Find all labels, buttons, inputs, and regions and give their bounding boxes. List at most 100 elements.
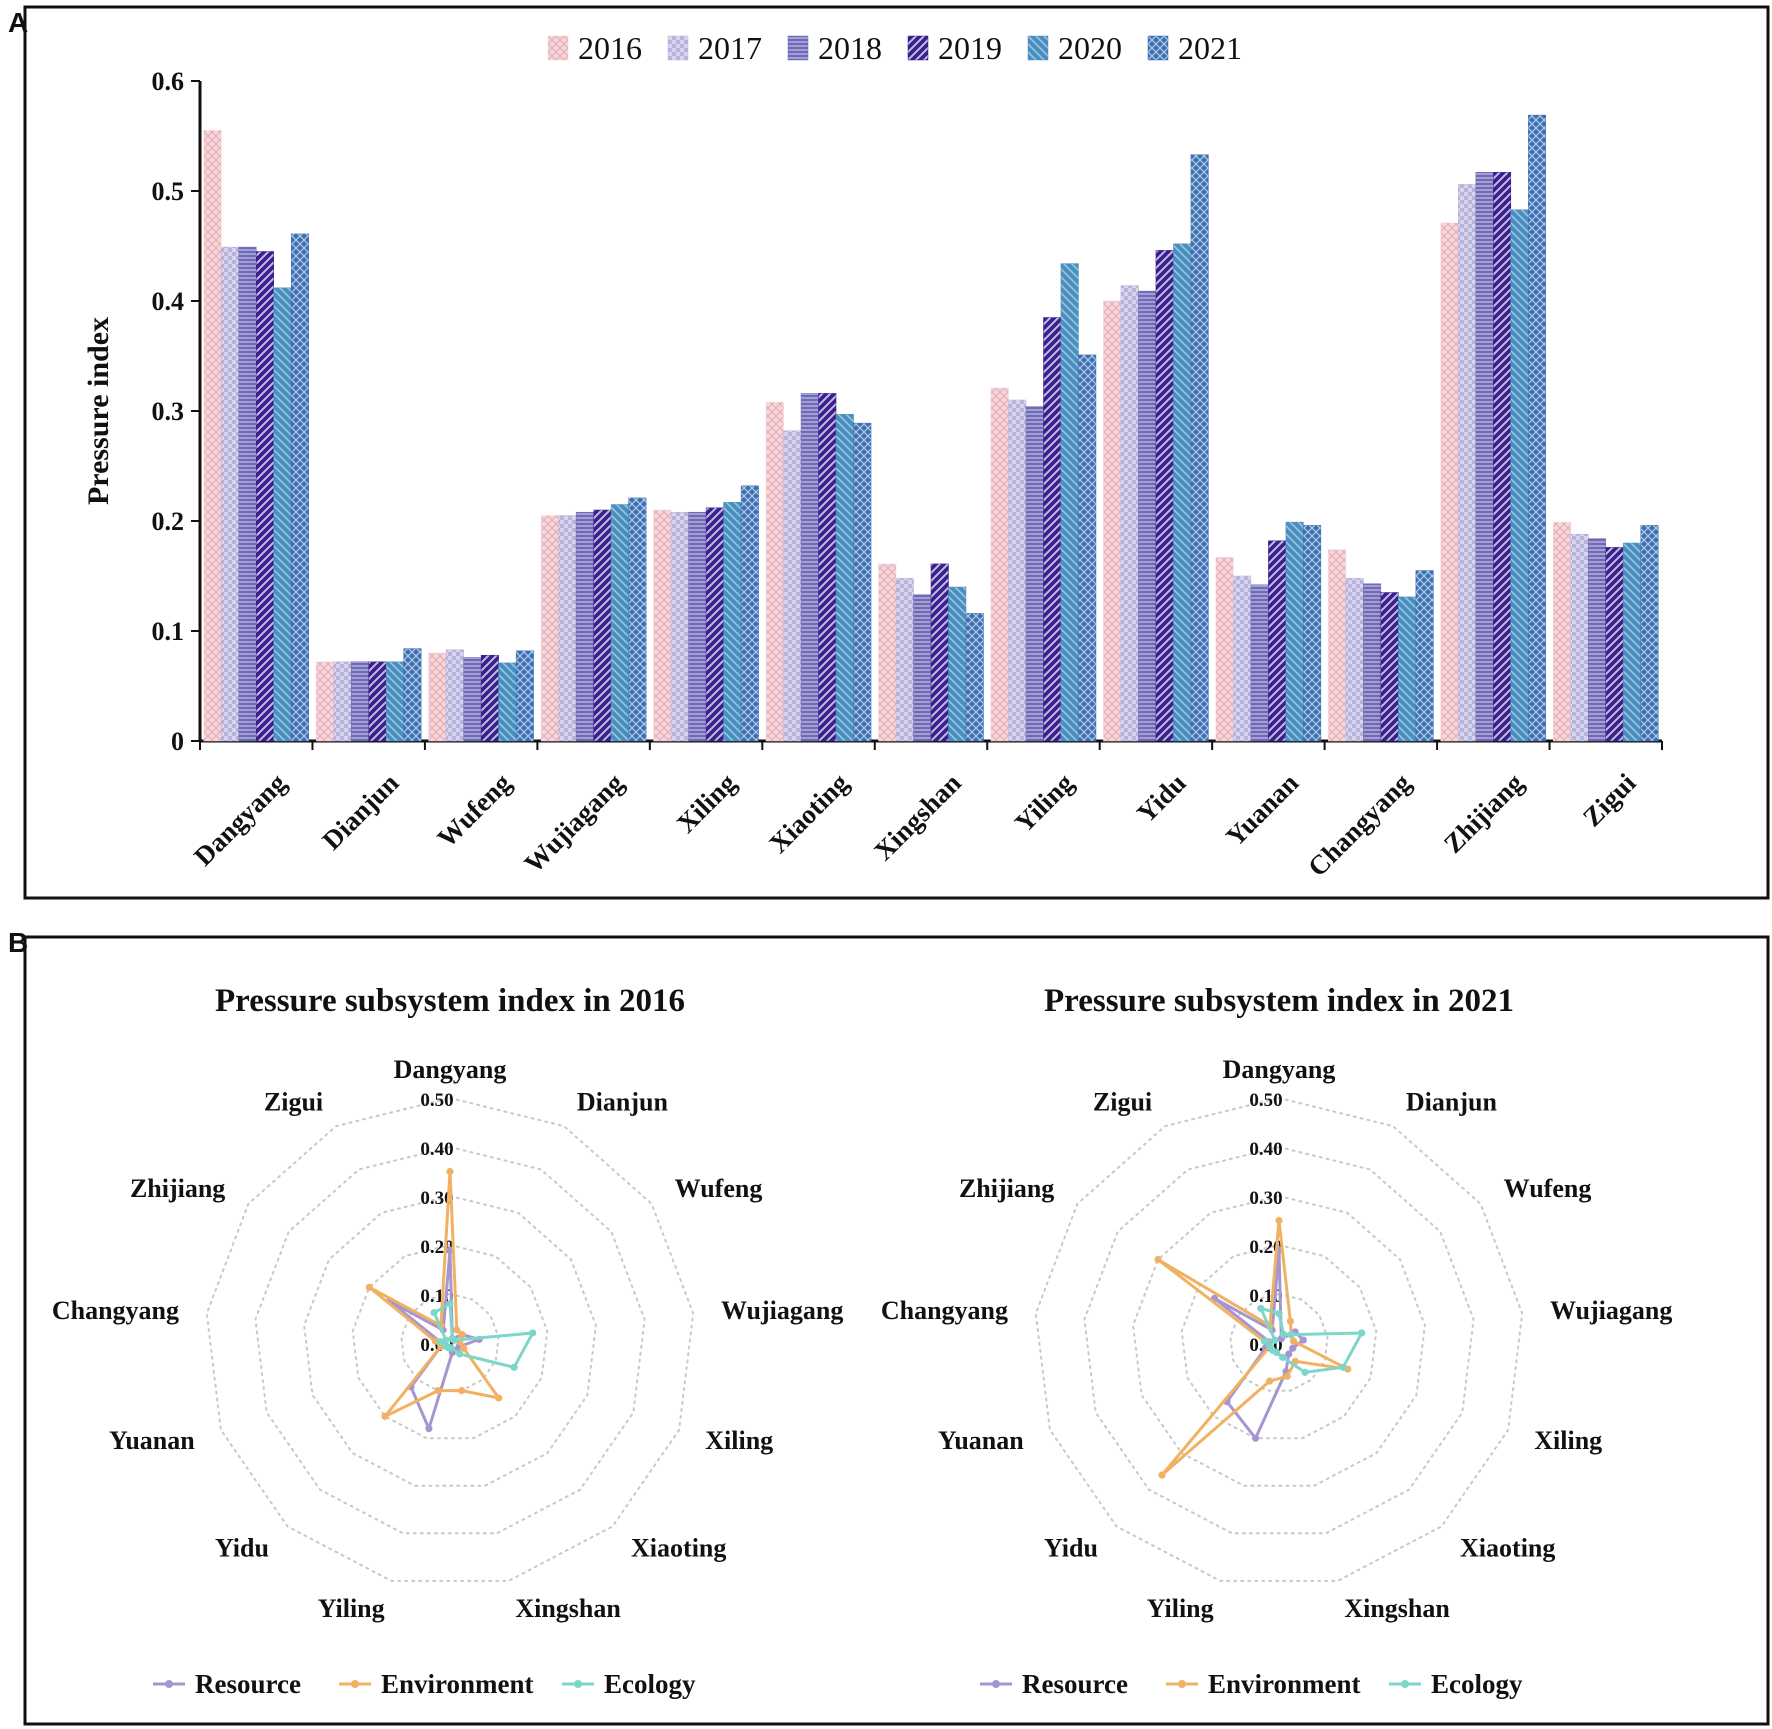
radar-axis-label-wujiagang: Wujiagang: [721, 1296, 843, 1325]
radar-axis-label-yiling: Yiling: [1147, 1594, 1214, 1623]
bar-wujiagang-2018: [575, 511, 594, 742]
radar-point-ecology-wujiagang: [529, 1329, 537, 1337]
bar-dianjun-2018: [350, 661, 369, 742]
radar-point-resource-xiling: [1289, 1344, 1297, 1352]
bar-yidu-2017: [1120, 285, 1139, 742]
bar-yiling-2021: [1078, 354, 1097, 742]
x-tick-label-yidu: Yidu: [1131, 768, 1192, 829]
legend-label-2016: 2016: [578, 30, 642, 66]
radar-point-environment-yidu: [1158, 1471, 1166, 1479]
radar-axis-label-yuanan: Yuanan: [938, 1426, 1024, 1455]
bar-zigui-2019: [1605, 547, 1624, 742]
radar-tick-label: 0.40: [1249, 1139, 1282, 1160]
radar-point-ecology-dianjun: [1279, 1330, 1288, 1338]
bar-xiaoting-2017: [783, 430, 802, 742]
bar-xingshan-2017: [895, 577, 914, 742]
radar-point-environment-yiling: [434, 1386, 442, 1395]
panel-b-frame: [23, 935, 1770, 1726]
radar-tick-label: 0.50: [420, 1090, 453, 1111]
radar-axis-label-xiling: Xiling: [705, 1426, 773, 1455]
y-tick-label: 0.6: [152, 67, 185, 96]
bar-dangyang-2019: [255, 251, 274, 742]
bar-dangyang-2020: [273, 287, 292, 742]
radar-legend-marker-resource: [992, 1680, 1000, 1688]
bar-xiling-2020: [723, 502, 742, 742]
radar-axis-label-changyang: Changyang: [881, 1296, 1008, 1325]
radar-axis-label-yuanan: Yuanan: [109, 1426, 195, 1455]
radar-legend-marker-ecology: [1401, 1680, 1409, 1688]
bar-xingshan-2019: [930, 563, 949, 742]
radar-axis-label-wufeng: Wufeng: [1504, 1174, 1592, 1203]
bar-yiling-2020: [1060, 263, 1079, 742]
bar-changyang-2017: [1345, 577, 1364, 742]
radar-axis-label-xingshan: Xingshan: [1344, 1594, 1450, 1623]
radar-point-ecology-wufeng: [1287, 1331, 1295, 1339]
radar-legend-marker-ecology: [574, 1680, 582, 1688]
y-tick-label: 0.1: [152, 617, 185, 646]
bar-wufeng-2019: [480, 654, 499, 742]
radar-tick-label: 0.20: [1249, 1237, 1282, 1258]
bar-yuanan-2020: [1285, 521, 1304, 742]
radar-chart-2021: Pressure subsystem index in 20210.000.10…: [881, 983, 1673, 1699]
radar-title: Pressure subsystem index in 2021: [1044, 983, 1514, 1019]
bar-xiling-2019: [705, 507, 724, 742]
bar-dangyang-2016: [203, 130, 222, 742]
radar-legend-marker-resource: [165, 1680, 173, 1688]
radar-axis-label-yidu: Yidu: [215, 1533, 269, 1562]
y-tick-label: 0.5: [152, 177, 185, 206]
bar-wufeng-2018: [463, 657, 482, 742]
bar-yidu-2019: [1155, 250, 1174, 742]
x-tick-label-zhijiang: Zhijiang: [1438, 767, 1530, 859]
radar-chart-2016: Pressure subsystem index in 20160.000.10…: [52, 983, 844, 1699]
y-tick-label: 0.3: [152, 397, 185, 426]
x-tick-label-dangyang: Dangyang: [188, 767, 292, 871]
bar-wujiagang-2017: [558, 515, 577, 742]
bar-yidu-2016: [1103, 300, 1122, 742]
radar-point-environment-dianjun: [453, 1326, 461, 1334]
bar-zigui-2017: [1570, 533, 1589, 742]
radar-tick-label: 0.50: [1249, 1090, 1282, 1111]
bar-dianjun-2017: [333, 661, 352, 742]
bar-changyang-2020: [1398, 596, 1417, 742]
x-tick-label-dianjun: Dianjun: [316, 768, 404, 856]
radar-point-ecology-xiling: [1339, 1363, 1347, 1371]
bar-yidu-2020: [1173, 243, 1192, 742]
legend-swatch-2020: [1027, 35, 1049, 61]
bar-yuanan-2021: [1303, 525, 1322, 742]
radar-axis-label-dianjun: Dianjun: [577, 1087, 669, 1116]
bar-zhijiang-2020: [1510, 209, 1529, 742]
legend-label-2019: 2019: [938, 30, 1002, 66]
legend-label-2020: 2020: [1058, 30, 1122, 66]
bar-xingshan-2016: [878, 563, 897, 742]
y-tick-label: 0: [171, 727, 184, 756]
radar-point-environment-xingshan: [458, 1386, 466, 1395]
bar-yiling-2019: [1043, 317, 1062, 742]
bar-yiling-2018: [1025, 406, 1044, 742]
radar-point-environment-xiling: [460, 1344, 468, 1352]
radar-axis-label-changyang: Changyang: [52, 1296, 179, 1325]
radar-point-environment-zhijiang: [365, 1283, 373, 1291]
bar-changyang-2019: [1380, 592, 1399, 742]
x-tick-label-xiaoting: Xiaoting: [763, 767, 855, 859]
bar-wufeng-2017: [445, 649, 464, 742]
legend-swatch-2019: [907, 35, 929, 61]
bar-xingshan-2021: [965, 613, 984, 742]
radar-point-ecology-wujiagang: [1358, 1329, 1366, 1337]
bar-xiling-2018: [688, 511, 707, 742]
radar-legend-marker-environment: [351, 1680, 359, 1688]
x-tick-label-wufeng: Wufeng: [431, 767, 517, 853]
bar-wufeng-2021: [515, 650, 534, 742]
radar-point-ecology-dangyang: [1275, 1310, 1283, 1318]
bar-dianjun-2020: [385, 661, 404, 742]
bar-yuanan-2017: [1233, 575, 1252, 742]
bar-wujiagang-2016: [540, 515, 559, 742]
bar-xiling-2021: [740, 485, 759, 742]
radar-axis-label-zigui: Zigui: [1093, 1087, 1152, 1116]
y-axis-title: Pressure index: [82, 317, 115, 505]
bar-yuanan-2018: [1250, 584, 1269, 742]
bar-xiaoting-2016: [765, 401, 784, 742]
radar-axis-label-xiling: Xiling: [1534, 1426, 1602, 1455]
radar-point-resource-yiling: [425, 1425, 433, 1433]
bar-wujiagang-2019: [593, 509, 612, 742]
radar-point-ecology-xiling: [510, 1363, 518, 1371]
